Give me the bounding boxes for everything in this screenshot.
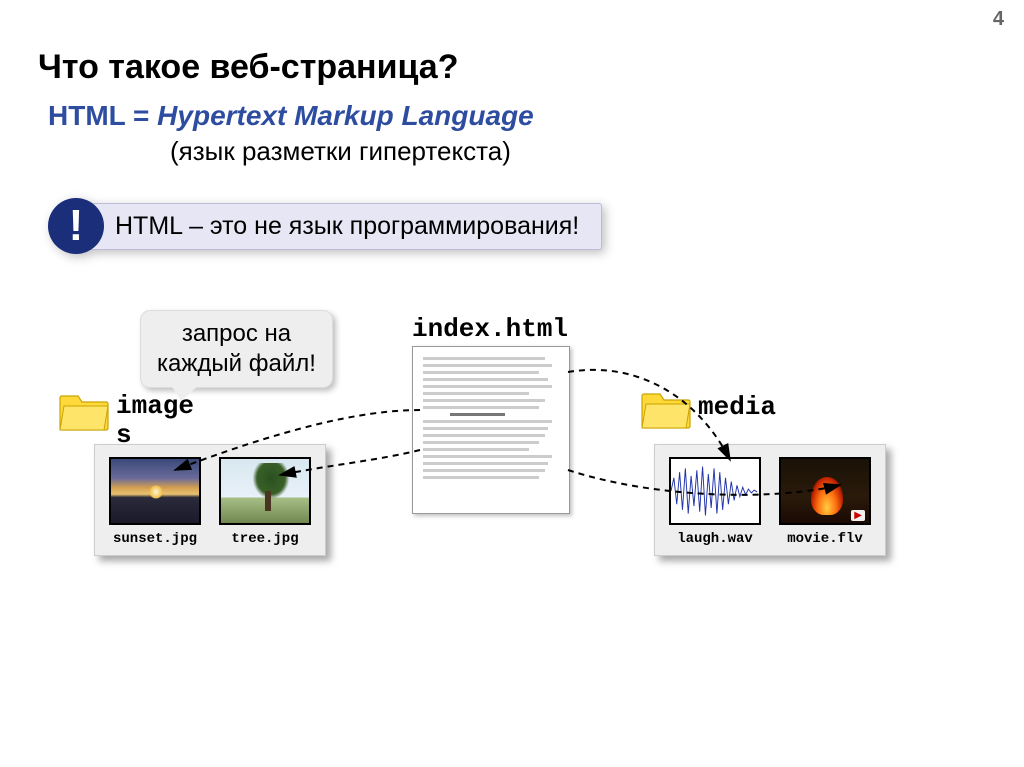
- folder-icon: [58, 390, 110, 432]
- sunset-image: [109, 457, 201, 525]
- document-icon: [412, 346, 570, 514]
- callout-line2: каждый файл!: [157, 349, 316, 379]
- page-number: 4: [993, 8, 1004, 31]
- exclamation-icon: !: [48, 198, 104, 254]
- waveform-image: [669, 457, 761, 525]
- sunset-caption: sunset.jpg: [113, 531, 197, 547]
- note-text: HTML – это не язык программирования!: [84, 203, 602, 250]
- thumb-laugh: laugh.wav: [669, 457, 761, 547]
- subtitle-line1: HTML = Hypertext Markup Language: [48, 100, 534, 132]
- folder-icon: [640, 388, 692, 430]
- html-acronym: HTML: [48, 100, 125, 131]
- laugh-caption: laugh.wav: [677, 531, 753, 547]
- thumb-sunset: sunset.jpg: [109, 457, 201, 547]
- movie-caption: movie.flv: [787, 531, 863, 547]
- slide-title: Что такое веб-страница?: [38, 48, 458, 87]
- equals-sign: =: [125, 100, 157, 131]
- index-filename: index.html: [412, 314, 568, 344]
- thumb-movie: movie.flv: [779, 457, 871, 547]
- thumb-tree: tree.jpg: [219, 457, 311, 547]
- movie-image: [779, 457, 871, 525]
- images-panel: sunset.jpg tree.jpg: [94, 444, 326, 556]
- html-expansion: Hypertext Markup Language: [157, 100, 534, 131]
- tree-caption: tree.jpg: [231, 531, 298, 547]
- tree-image: [219, 457, 311, 525]
- callout-line1: запрос на: [157, 319, 316, 349]
- callout-bubble: запрос на каждый файл!: [140, 310, 333, 388]
- media-panel: laugh.wav movie.flv: [654, 444, 886, 556]
- folder-media-label: media: [698, 392, 776, 422]
- note-box: ! HTML – это не язык программирования!: [48, 198, 602, 254]
- subtitle-translation: (язык разметки гипертекста): [170, 136, 511, 167]
